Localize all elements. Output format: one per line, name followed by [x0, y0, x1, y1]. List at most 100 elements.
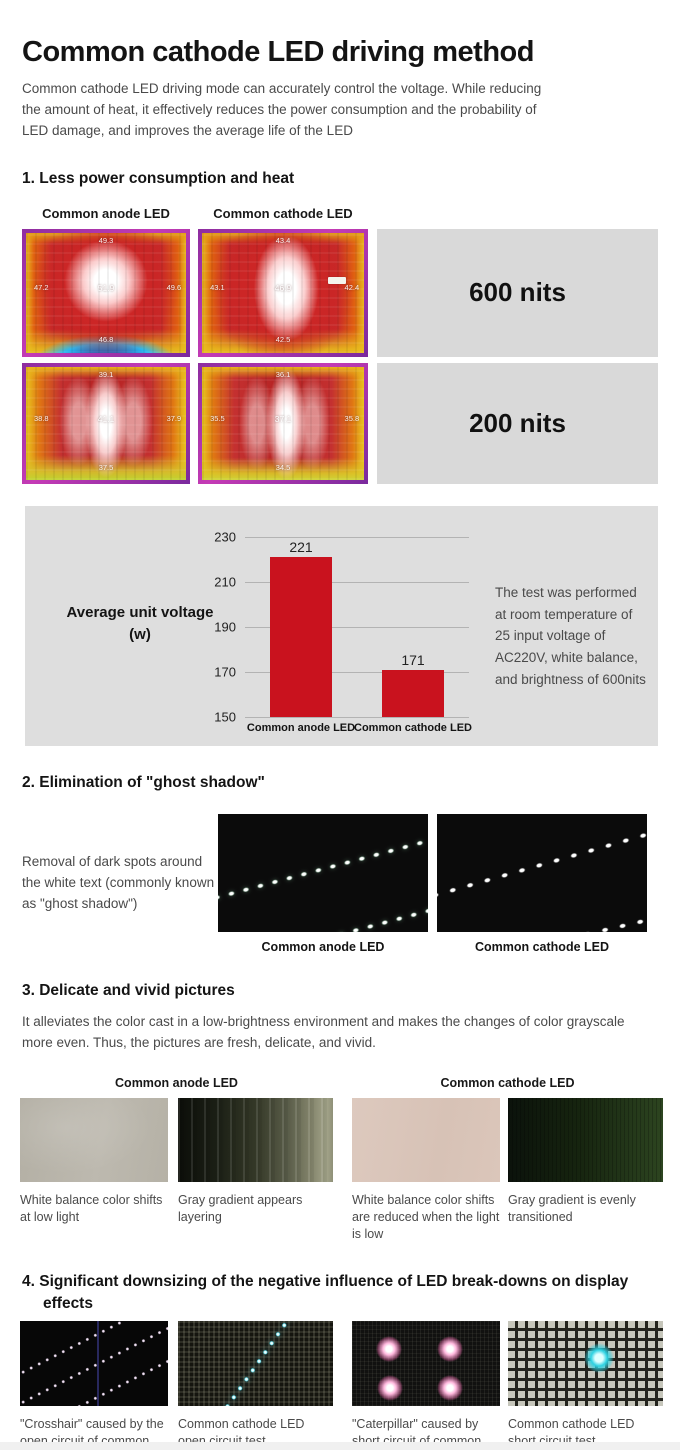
cathode-column-label: Common cathode LED — [213, 205, 353, 221]
temp-reading: 37.5 — [98, 462, 114, 472]
temp-reading: 42.5 — [275, 335, 291, 345]
thermal-image-cathode-200nits: 36.1 35.5 37.1 35.8 34.5 — [198, 362, 368, 484]
gridline: 210 — [214, 575, 469, 590]
figure-open-circuit-test: Common cathode LED open circuit test — [178, 1320, 333, 1450]
temp-reading: 35.5 — [210, 414, 225, 424]
ghost-caption-anode: Common anode LED — [261, 939, 385, 954]
bar-value-label: 171 — [401, 651, 425, 668]
glow-dot — [436, 1374, 463, 1401]
bar-column: 221 Common anode LED — [245, 537, 357, 734]
glow-dot — [377, 1374, 404, 1401]
temp-reading: 41.1 — [97, 414, 115, 425]
figure-gray-gradient-anode: Gray gradient appears layering — [178, 1097, 333, 1244]
led-dot-line — [303, 900, 428, 932]
temp-reading: 37.1 — [274, 414, 292, 425]
white-balance-cathode-image — [352, 1097, 500, 1182]
temp-reading: 37.9 — [166, 414, 182, 424]
temp-reading: 34.5 — [275, 462, 291, 472]
cathode-group-label: Common cathode LED — [440, 1075, 575, 1090]
led-dot-line — [178, 1320, 333, 1406]
voltage-chart-panel: Average unit voltage (w) 230 210 190 170 150… — [25, 505, 658, 746]
led-dot-line — [218, 831, 428, 905]
led-dot-line — [542, 910, 647, 932]
section3-image-row: White balance color shifts at low light … — [20, 1097, 680, 1244]
brightness-label: 200 nits — [469, 407, 566, 438]
temp-reading: 49.3 — [98, 236, 114, 246]
led-dot-line — [20, 1345, 168, 1406]
ghost-shadow-cathode-image — [437, 813, 647, 932]
x-category-label: Common cathode LED — [354, 721, 472, 734]
thermal-image-anode-200nits: 39.1 38.8 41.1 37.9 37.5 — [22, 362, 190, 484]
chart-note: The test was performed at room temperatu… — [495, 584, 646, 688]
section3-heading: 3. Delicate and vivid pictures — [22, 981, 235, 999]
white-balance-anode-image — [20, 1097, 168, 1182]
thermal-row-200nits: 39.1 38.8 41.1 37.9 37.5 36.1 35.5 37.1 … — [0, 362, 680, 484]
gridline: 190 — [214, 620, 469, 635]
y-tick-label: 210 — [214, 574, 236, 590]
ghost-shadow-row: Removal of dark spots around the white t… — [22, 813, 680, 954]
section1-heading: 1. Less power consumption and heat — [22, 169, 295, 187]
bar-chart-plot: 230 210 190 170 150 221 Common anode LED 171 Com… — [214, 530, 472, 734]
brightness-label: 600 nits — [469, 277, 566, 308]
short-circuit-test-image — [508, 1320, 663, 1406]
crosshair-defect-image — [20, 1320, 168, 1406]
ghost-shadow-anode-image — [218, 813, 428, 932]
temp-reading: 39.1 — [98, 370, 114, 380]
ghost-caption-cathode: Common cathode LED — [474, 939, 610, 954]
temp-reading: 51.9 — [97, 283, 115, 294]
figure-crosshair: "Crosshair" caused by the open circuit o… — [20, 1320, 168, 1450]
y-tick-label: 150 — [214, 709, 236, 725]
open-circuit-test-image — [178, 1320, 333, 1406]
anode-group-label: Common anode LED — [115, 1075, 238, 1090]
thermal-column-labels: Common anode LED Common cathode LED — [0, 206, 680, 224]
brightness-box-600: 600 nits — [377, 228, 658, 357]
temp-reading: 36.1 — [275, 370, 291, 380]
gridline: 170 — [214, 665, 469, 680]
bar-value-label: 221 — [289, 539, 313, 556]
temp-reading: 46.9 — [274, 283, 292, 294]
glow-dot — [436, 1335, 463, 1362]
led-dot-line — [20, 1320, 168, 1389]
section3-paragraph: It alleviates the color cast in a low-br… — [22, 1013, 625, 1050]
temp-reading: 35.8 — [344, 414, 360, 424]
caption: White balance color shifts at low light — [20, 1192, 163, 1224]
section3-group-labels: Common anode LED Common cathode LED — [0, 1076, 680, 1092]
intro-paragraph: Common cathode LED driving mode can accu… — [22, 81, 542, 138]
chart-axis-title: Average unit voltage (w) — [66, 603, 214, 644]
thermal-image-cathode-600nits: 43.4 43.1 46.9 42.4 42.5 — [198, 228, 368, 357]
bar — [269, 557, 333, 717]
figure-short-circuit-test: Common cathode LED short circuit test — [508, 1320, 663, 1450]
y-tick-label: 230 — [214, 529, 236, 545]
anode-column-label: Common anode LED — [42, 205, 170, 221]
thermal-cursor-chip — [328, 277, 347, 285]
glow-dot — [376, 1335, 402, 1362]
led-dot-line — [437, 824, 647, 902]
y-tick-label: 170 — [214, 664, 236, 680]
caterpillar-defect-image — [352, 1320, 500, 1406]
figure-gray-gradient-cathode: Gray gradient is evenly transitioned — [508, 1097, 663, 1244]
temp-reading: 42.4 — [344, 283, 360, 293]
y-tick-label: 190 — [214, 619, 236, 635]
thermal-image-anode-600nits: 49.3 47.2 51.9 49.6 46.8 — [22, 228, 190, 357]
temp-reading: 49.6 — [166, 283, 182, 293]
caption: Gray gradient is evenly transitioned — [508, 1192, 636, 1224]
glow-dot — [584, 1343, 615, 1374]
section4-image-row: "Crosshair" caused by the open circuit o… — [20, 1320, 680, 1450]
ghost-figure-cathode: Common cathode LED — [437, 813, 647, 954]
temp-reading: 43.1 — [210, 283, 225, 293]
temp-reading: 43.4 — [275, 236, 291, 246]
section4-heading: 4. Significant downsizing of the negativ… — [22, 1273, 629, 1313]
gridline: 150 — [214, 710, 469, 725]
brightness-box-200: 200 nits — [377, 362, 658, 484]
figure-caterpillar: "Caterpillar" caused by short circuit of… — [352, 1320, 500, 1450]
caption: White balance color shifts are reduced w… — [352, 1192, 500, 1242]
x-category-label: Common anode LED — [246, 721, 356, 734]
ghost-description: Removal of dark spots around the white t… — [22, 854, 215, 912]
ghost-figure-anode: Common anode LED — [218, 813, 428, 954]
figure-white-balance-cathode: White balance color shifts are reduced w… — [352, 1097, 500, 1244]
bar — [381, 669, 445, 717]
cropped-next-section — [0, 1442, 680, 1450]
page-title: Common cathode LED driving method — [22, 36, 534, 68]
temp-reading: 38.8 — [34, 414, 49, 424]
thermal-row-600nits: 49.3 47.2 51.9 49.6 46.8 43.4 43.1 46.9 … — [0, 228, 680, 357]
